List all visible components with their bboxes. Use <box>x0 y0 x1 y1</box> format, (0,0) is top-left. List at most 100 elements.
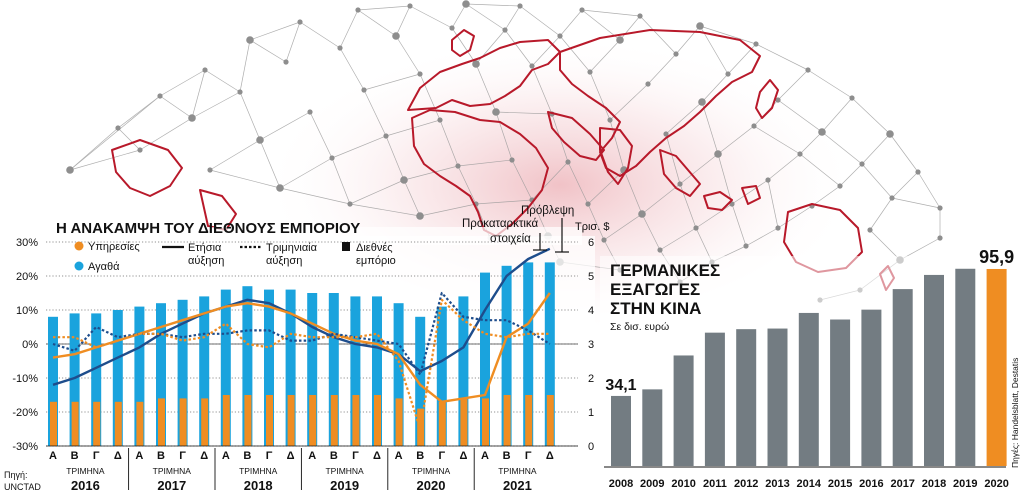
services-bar <box>525 395 533 446</box>
network-node <box>915 169 921 175</box>
services-bar <box>71 401 79 446</box>
network-link <box>891 171 919 199</box>
goods-bar <box>220 289 231 446</box>
network-link <box>623 169 643 215</box>
year-tick-label: 2018 <box>922 478 946 490</box>
network-node <box>137 147 143 153</box>
services-bar <box>546 395 554 446</box>
network-link <box>504 29 533 67</box>
services-bar <box>330 395 338 446</box>
network-node <box>937 235 943 241</box>
network-link <box>665 101 703 135</box>
left-tick-label: -30% <box>12 441 38 453</box>
network-node <box>616 36 624 44</box>
network-node <box>462 0 470 8</box>
year-tick-label: 2016 <box>859 478 883 490</box>
network-node <box>392 32 400 40</box>
network-link <box>701 101 719 155</box>
left-tick-label: 0% <box>22 339 38 351</box>
first-value-label: 34,1 <box>605 377 636 394</box>
goods-bar <box>307 293 318 446</box>
network-link <box>349 179 405 205</box>
services-bar <box>136 401 144 446</box>
network-link <box>339 47 365 91</box>
network-node <box>407 3 413 9</box>
services-bar <box>438 401 446 446</box>
network-node <box>283 59 289 65</box>
network-link <box>581 9 641 17</box>
network-node <box>529 63 535 69</box>
network-link <box>647 53 677 85</box>
network-link <box>465 3 506 31</box>
left-chart-title: Η ΑΝΑΚΑΜΨΗ ΤΟΥ ΔΙΕΘΝΟΥΣ ΕΜΠΟΡΙΟΥ <box>56 220 360 237</box>
network-link <box>619 15 641 41</box>
network-node <box>557 33 563 39</box>
network-node <box>937 205 943 211</box>
services-bars <box>50 395 554 446</box>
network-node <box>455 163 461 169</box>
network-node <box>207 167 213 173</box>
network-node <box>837 183 843 189</box>
network-link <box>777 99 823 133</box>
network-link <box>745 227 779 247</box>
network-link <box>117 127 141 151</box>
year-tick-label: 2017 <box>890 478 914 490</box>
network-link <box>891 197 941 209</box>
goods-bar <box>415 316 426 446</box>
network-node <box>698 98 706 106</box>
year-tick-label: 2012 <box>734 478 758 490</box>
goods-bar <box>199 296 210 446</box>
exports-bar <box>924 274 944 466</box>
network-link <box>641 213 661 251</box>
network-link <box>799 131 823 155</box>
network-node <box>714 150 722 158</box>
network-node <box>437 117 443 123</box>
network-link <box>665 133 681 185</box>
quarter-label: Β <box>71 450 79 462</box>
network-link <box>475 63 497 113</box>
goods-bar <box>156 303 166 446</box>
left-source: Πηγή: UNCTAD <box>4 470 41 492</box>
services-bar <box>201 398 209 446</box>
goods-annual-line <box>52 247 551 386</box>
services-bar <box>50 401 57 446</box>
network-link <box>731 179 769 205</box>
network-node <box>579 7 585 13</box>
network-link <box>363 89 387 137</box>
network-link <box>209 169 281 189</box>
year-label: 2020 <box>417 478 446 493</box>
network-link <box>753 125 801 155</box>
goods-legend-swatch <box>74 261 84 271</box>
network-node <box>237 89 243 95</box>
network-node <box>565 159 571 165</box>
network-node <box>765 177 771 183</box>
network-link <box>457 159 513 167</box>
goods-bar <box>134 306 145 446</box>
world-trade-legend-swatch <box>342 242 350 251</box>
network-node <box>188 114 196 122</box>
network-link <box>451 3 467 29</box>
services-bar <box>222 395 230 446</box>
network-link <box>603 213 643 241</box>
network-link <box>385 135 405 181</box>
exports-bar <box>798 312 819 466</box>
year-tick-label: 2009 <box>640 478 664 490</box>
quarter-label: Γ <box>266 450 273 462</box>
network-node <box>517 3 523 9</box>
quarter-label: Γ <box>93 450 100 462</box>
network-node <box>492 108 500 116</box>
network-link <box>159 69 206 97</box>
network-link <box>457 165 477 205</box>
quarter-label: Β <box>416 450 424 462</box>
network-link <box>699 25 757 45</box>
network-node <box>449 25 455 31</box>
last-value-label: 95,9 <box>979 247 1014 267</box>
network-link <box>755 43 809 71</box>
year-label: 2019 <box>330 478 359 493</box>
network-node <box>246 36 254 44</box>
network-link <box>767 179 779 229</box>
network-link <box>451 27 477 65</box>
quarter-label: Β <box>330 450 338 462</box>
network-node <box>585 201 591 207</box>
network-link <box>869 229 901 261</box>
